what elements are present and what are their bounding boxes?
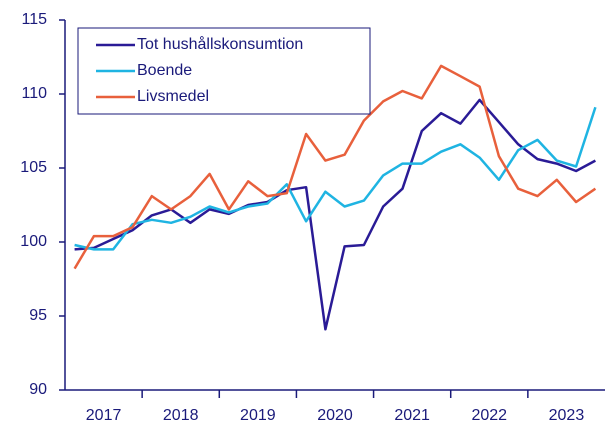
series-line: [73, 64, 597, 270]
y-tick-label: 95: [29, 307, 47, 324]
series-line: [74, 98, 596, 331]
y-tick-label: 100: [20, 233, 47, 250]
x-tick-label: 2020: [317, 407, 353, 424]
legend-label: Tot hushållskonsumtion: [137, 35, 303, 53]
x-tick-label: 2017: [86, 407, 122, 424]
x-tick-label: 2022: [471, 407, 507, 424]
legend-label: Boende: [137, 62, 192, 79]
x-tick-label: 2021: [394, 407, 430, 424]
legend-label: Livsmedel: [137, 88, 209, 105]
x-tick-label: 2019: [240, 407, 276, 424]
y-tick-label: 115: [21, 11, 47, 28]
y-tick-label: 105: [20, 159, 47, 176]
x-tick-label: 2023: [549, 407, 585, 424]
x-tick-label: 2018: [163, 407, 199, 424]
y-tick-label: 90: [29, 381, 47, 398]
series-line: [74, 106, 597, 251]
y-tick-label: 110: [21, 85, 47, 102]
